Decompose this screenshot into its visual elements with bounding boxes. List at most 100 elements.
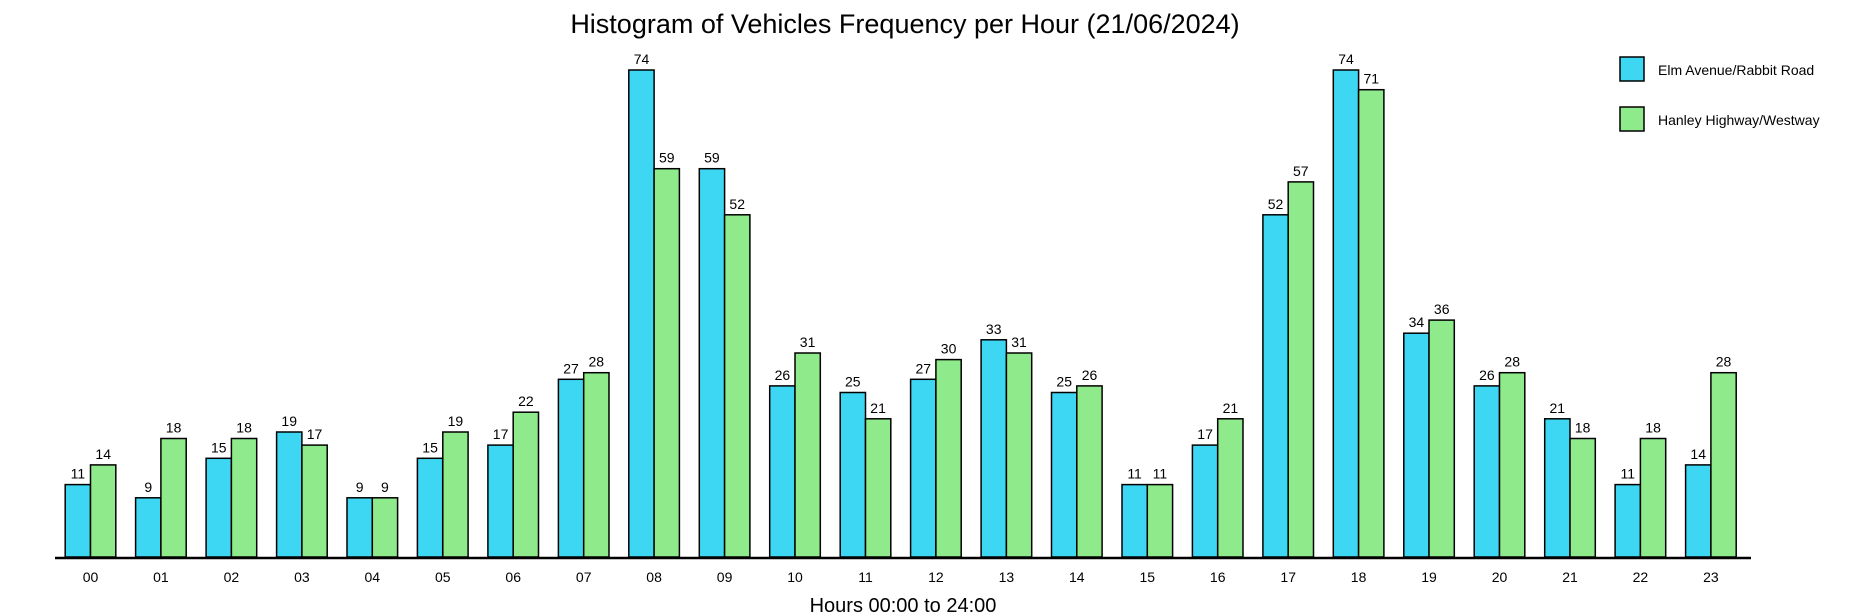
x-tick-label-02: 02 (224, 569, 240, 585)
value-label-series-2-07: 28 (589, 354, 605, 370)
x-tick-label-18: 18 (1351, 569, 1367, 585)
bar-series-1-15 (1121, 483, 1149, 558)
bar-series-2-15 (1146, 483, 1174, 558)
bar-series-1-20 (1473, 385, 1501, 558)
value-label-series-1-15: 11 (1127, 466, 1142, 482)
x-tick-label-06: 06 (505, 569, 521, 585)
bar-series-1-11 (839, 391, 867, 558)
x-tick-label-07: 07 (576, 569, 592, 585)
bar-series-1-02 (205, 457, 233, 558)
x-tick-label-16: 16 (1210, 569, 1226, 585)
bars-group (64, 69, 1737, 558)
x-tick-label-10: 10 (787, 569, 803, 585)
bar-series-2-12 (935, 358, 962, 558)
bar-series-2-22 (1639, 437, 1667, 558)
bar-series-1-07 (557, 378, 585, 558)
value-label-series-2-16: 21 (1223, 400, 1239, 416)
bar-series-1-01 (134, 497, 162, 558)
bar-series-1-16 (1191, 444, 1219, 558)
value-label-series-1-01: 9 (144, 479, 152, 495)
legend: Elm Avenue/Rabbit Road Hanley Highway/We… (1619, 56, 1820, 132)
x-tick-label-00: 00 (83, 569, 99, 585)
x-tick-label-12: 12 (928, 569, 944, 585)
value-label-series-2-15: 11 (1153, 466, 1168, 482)
value-label-series-1-05: 15 (422, 439, 438, 455)
value-label-series-1-16: 17 (1197, 426, 1213, 442)
x-tick-label-01: 01 (153, 569, 169, 585)
x-tick-label-21: 21 (1562, 569, 1578, 585)
bar-series-1-06 (487, 444, 514, 558)
bar-series-2-02 (230, 437, 258, 558)
bar-series-2-03 (301, 444, 328, 558)
bar-series-2-13 (1005, 352, 1033, 558)
bar-series-2-08 (653, 167, 681, 558)
value-label-series-1-08: 74 (634, 51, 650, 67)
legend-swatch-series-2 (1619, 106, 1645, 132)
value-label-series-2-01: 18 (166, 420, 182, 436)
value-label-series-2-22: 18 (1645, 420, 1661, 436)
bar-series-2-10 (794, 352, 822, 558)
bar-series-2-21 (1569, 437, 1597, 558)
value-label-series-2-03: 17 (307, 426, 323, 442)
value-label-series-1-06: 17 (493, 426, 509, 442)
bar-series-1-04 (346, 497, 374, 558)
value-label-series-2-21: 18 (1575, 420, 1591, 436)
chart-title: Histogram of Vehicles Frequency per Hour… (570, 9, 1239, 39)
value-label-series-1-14: 25 (1056, 374, 1072, 390)
value-label-series-2-10: 31 (800, 334, 816, 350)
bar-series-1-19 (1403, 332, 1430, 558)
bar-series-2-17 (1287, 181, 1315, 558)
bar-series-1-05 (416, 457, 444, 558)
bar-series-1-23 (1684, 464, 1712, 558)
bar-series-2-14 (1076, 385, 1103, 558)
bar-series-1-03 (275, 431, 303, 558)
value-label-series-1-09: 59 (704, 150, 720, 166)
value-label-series-2-18: 71 (1364, 71, 1380, 87)
x-tick-label-17: 17 (1280, 569, 1296, 585)
value-label-series-2-00: 14 (95, 446, 111, 462)
value-label-series-1-12: 27 (916, 360, 932, 376)
bar-series-2-18 (1357, 88, 1385, 558)
value-label-series-1-17: 52 (1268, 196, 1284, 212)
value-labels-group: 11 14 9 18 15 18 19 17 9 9 15 19 17 22 27 28 74 59 59 52 26 3… (71, 51, 1732, 495)
value-label-series-1-00: 11 (71, 466, 86, 482)
x-tick-label-09: 09 (717, 569, 733, 585)
value-label-series-1-02: 15 (211, 439, 227, 455)
x-axis-label: Hours 00:00 to 24:00 (810, 595, 997, 615)
x-tick-label-19: 19 (1421, 569, 1437, 585)
value-label-series-2-23: 28 (1716, 354, 1732, 370)
bar-series-1-09 (698, 167, 726, 558)
x-tick-label-20: 20 (1492, 569, 1508, 585)
value-label-series-2-06: 22 (518, 393, 534, 409)
bar-series-2-04 (371, 497, 399, 558)
value-label-series-1-07: 27 (563, 360, 579, 376)
x-tick-label-14: 14 (1069, 569, 1085, 585)
bar-series-2-07 (582, 371, 610, 558)
bar-series-2-11 (864, 418, 892, 558)
bar-series-2-23 (1710, 371, 1737, 558)
value-label-series-2-14: 26 (1082, 367, 1098, 383)
bar-series-1-18 (1332, 69, 1360, 558)
bar-series-2-06 (512, 411, 540, 558)
value-label-series-2-08: 59 (659, 150, 675, 166)
value-label-series-1-22: 11 (1621, 466, 1636, 482)
value-label-series-2-19: 36 (1434, 301, 1450, 317)
value-label-series-2-20: 28 (1504, 354, 1520, 370)
value-label-series-1-19: 34 (1409, 314, 1425, 330)
value-label-series-2-05: 19 (448, 413, 464, 429)
value-label-series-1-04: 9 (356, 479, 364, 495)
value-label-series-1-20: 26 (1479, 367, 1495, 383)
x-tick-label-03: 03 (294, 569, 310, 585)
legend-label-series-1: Elm Avenue/Rabbit Road (1658, 62, 1814, 78)
bar-series-2-09 (723, 214, 751, 558)
value-label-series-2-13: 31 (1011, 334, 1027, 350)
bar-series-2-19 (1428, 319, 1456, 558)
x-tick-labels: 00 01 02 03 04 05 06 07 08 09 10 11 12 13 14 15 16 17 18 19… (83, 569, 1719, 585)
value-label-series-1-18: 74 (1338, 51, 1354, 67)
bar-series-2-00 (89, 464, 117, 558)
legend-swatch-series-1 (1619, 56, 1645, 82)
value-label-series-1-03: 19 (281, 413, 297, 429)
bar-series-1-10 (768, 385, 796, 558)
value-label-series-2-04: 9 (381, 479, 389, 495)
